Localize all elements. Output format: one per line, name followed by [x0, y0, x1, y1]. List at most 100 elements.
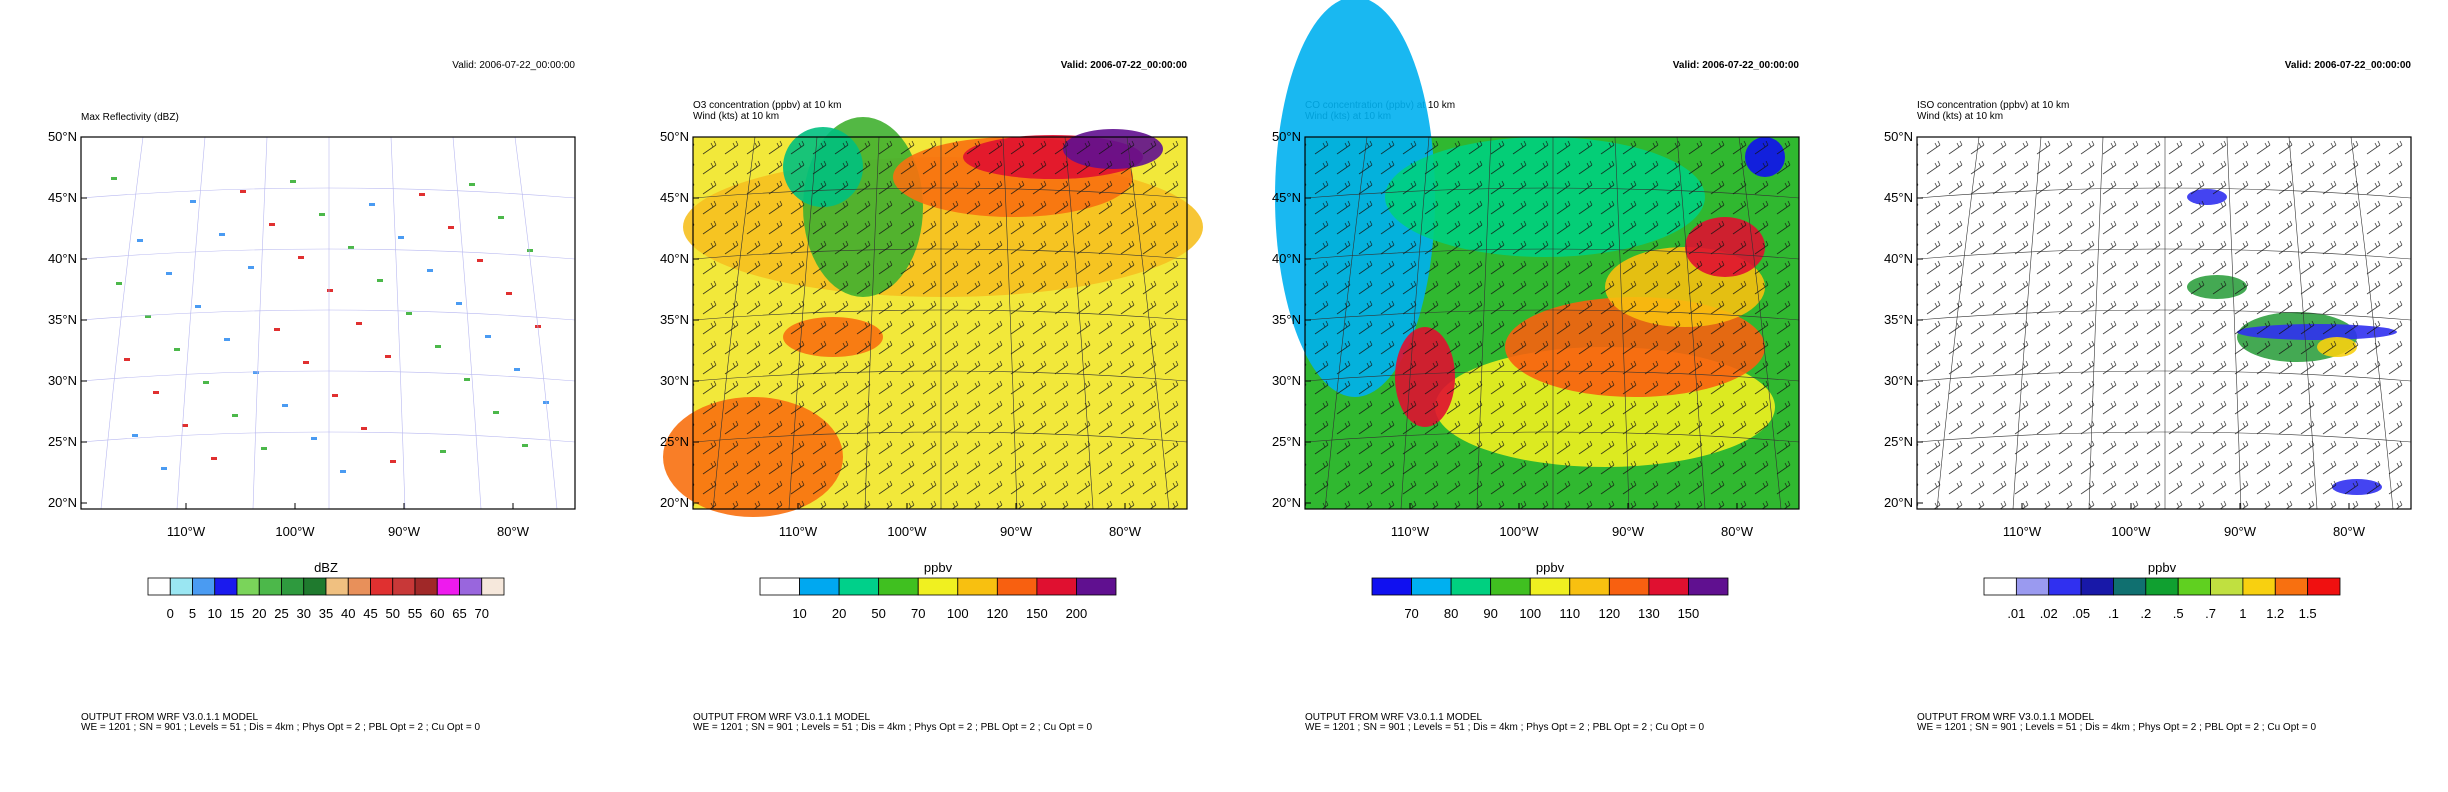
wind-barbs: [1305, 137, 1799, 509]
lat-label: 25°N: [1884, 434, 1913, 449]
colorbar-box: [799, 577, 840, 596]
echo: [406, 312, 412, 315]
lon-label: 110°W: [167, 524, 206, 539]
colorbar-level: 120: [1598, 606, 1620, 621]
colorbar-level: 110: [1559, 606, 1580, 621]
echo: [161, 467, 167, 470]
colorbar-box: [1569, 577, 1610, 596]
graticule: [80, 187, 576, 199]
panel-title: O3 concentration (ppbv) at 10 km: [693, 100, 841, 111]
echo: [440, 450, 446, 453]
lat-label: 30°N: [48, 373, 77, 388]
colorbar-level: 40: [341, 606, 355, 621]
map-frame: [80, 136, 576, 510]
colorbar-box: [1411, 577, 1452, 596]
colorbar-level: 100: [947, 606, 969, 621]
echo: [166, 272, 172, 275]
echo: [427, 269, 433, 272]
echo: [190, 200, 196, 203]
lon-label: 100°W: [2111, 524, 2151, 539]
lat-label: 50°N: [1884, 129, 1913, 144]
colorbar-box: [2177, 577, 2211, 596]
colorbar-level: 80: [1444, 606, 1458, 621]
lat-label: 45°N: [660, 190, 689, 205]
panel: Valid: 2006-07-22_00:00:00CO concentrati…: [1272, 0, 1800, 733]
lat-label: 25°N: [48, 434, 77, 449]
colorbar-label: ppbv: [924, 560, 953, 575]
colorbar-level: 100: [1519, 606, 1541, 621]
echo: [248, 266, 254, 269]
colorbar-box: [1076, 577, 1117, 596]
lat-label: 40°N: [1884, 251, 1913, 266]
map-frame: [1916, 136, 2412, 510]
footer: WE = 1201 ; SN = 901 ; Levels = 51 ; Dis…: [1917, 722, 2316, 733]
colorbar-box: [2080, 577, 2114, 596]
echo: [435, 345, 441, 348]
echo: [174, 348, 180, 351]
lat-label: 35°N: [660, 312, 689, 327]
colorbar-level: 45: [363, 606, 377, 621]
colorbar-label: dBZ: [314, 560, 338, 575]
lat-label: 45°N: [1884, 190, 1913, 205]
map-frame: [1304, 136, 1800, 510]
lon-label: 80°W: [1721, 524, 1754, 539]
lat-label: 50°N: [660, 129, 689, 144]
lon-label: 110°W: [779, 524, 818, 539]
colorbar-level: 20: [252, 606, 266, 621]
colorbar-box: [147, 577, 171, 596]
colorbar-label: ppbv: [2148, 560, 2177, 575]
lat-label: 40°N: [48, 251, 77, 266]
colorbar-box: [759, 577, 800, 596]
colorbar-level: 70: [911, 606, 925, 621]
graticule: [80, 309, 576, 321]
colorbar-box: [957, 577, 998, 596]
lat-label: 25°N: [1272, 434, 1301, 449]
graticule: [100, 136, 144, 510]
colorbar-level: .02: [2040, 606, 2058, 621]
colorbar-box: [2113, 577, 2147, 596]
echo: [485, 335, 491, 338]
colorbar-level: 25: [274, 606, 288, 621]
colorbar-box: [281, 577, 305, 596]
colorbar-box: [370, 577, 394, 596]
colorbar-box: [2048, 577, 2082, 596]
lat-label: 35°N: [1272, 312, 1301, 327]
lat-label: 45°N: [48, 190, 77, 205]
lon-label: 90°W: [2224, 524, 2257, 539]
colorbar-box: [436, 577, 460, 596]
echo: [514, 368, 520, 371]
echo: [195, 305, 201, 308]
colorbar-box: [996, 577, 1038, 596]
echo: [111, 177, 117, 180]
footer: OUTPUT FROM WRF V3.0.1.1 MODEL: [1917, 712, 2094, 723]
colorbar-level: 55: [408, 606, 422, 621]
colorbar-level: .05: [2072, 606, 2090, 621]
echo: [327, 289, 333, 292]
echo: [464, 378, 470, 381]
graticule: [252, 136, 268, 510]
colorbar-box: [303, 577, 327, 596]
graticule: [80, 248, 576, 260]
lon-label: 100°W: [1499, 524, 1539, 539]
colorbar-level: 1: [2239, 606, 2246, 621]
colorbar-level: 65: [452, 606, 466, 621]
colorbar-level: 130: [1638, 606, 1660, 621]
colorbar-level: 120: [986, 606, 1008, 621]
valid-time: Valid: 2006-07-22_00:00:00: [2285, 60, 2412, 71]
colorbar-box: [878, 577, 919, 596]
colorbar-box: [1688, 577, 1729, 596]
colorbar-box: [1529, 577, 1571, 596]
lon-label: 90°W: [1000, 524, 1033, 539]
echo: [269, 223, 275, 226]
lat-label: 45°N: [1272, 190, 1301, 205]
lon-label: 110°W: [1391, 524, 1430, 539]
colorbar-level: 90: [1483, 606, 1497, 621]
colorbar-box: [2307, 577, 2341, 596]
colorbar-box: [214, 577, 238, 596]
panel: Valid: 2006-07-22_00:00:00 O3 concentrati…: [660, 60, 1203, 733]
echo: [232, 414, 238, 417]
echo: [340, 470, 346, 473]
valid-time: Valid: 2006-07-22_00:00:00: [1061, 60, 1188, 71]
echo: [282, 404, 288, 407]
